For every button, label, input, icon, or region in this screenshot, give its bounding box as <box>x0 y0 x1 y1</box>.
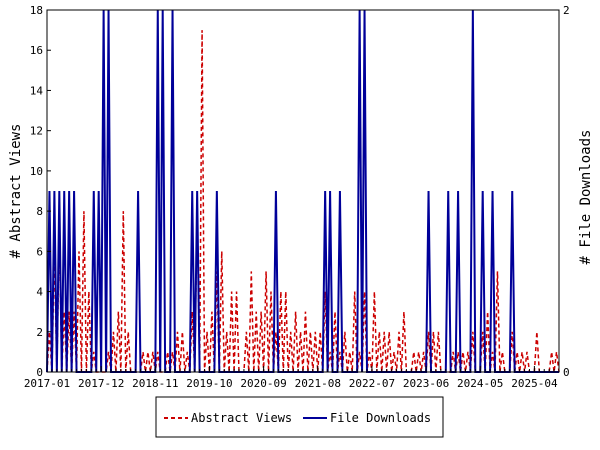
x-tick-label: 2020-09 <box>240 377 286 390</box>
y-left-tick-label: 16 <box>30 44 43 57</box>
legend-label-abstract-views: Abstract Views <box>191 411 292 425</box>
x-tick-label: 2019-10 <box>186 377 232 390</box>
y-right-tick-label: 2 <box>563 4 570 17</box>
y-left-tick-label: 8 <box>36 205 43 218</box>
y-left-tick-label: 18 <box>30 4 43 17</box>
x-tick-label: 2024-05 <box>457 377 503 390</box>
y-axis-left-title: # Abstract Views <box>8 124 24 259</box>
x-tick-label: 2022-07 <box>349 377 395 390</box>
x-tick-label: 2017-01 <box>24 377 70 390</box>
x-tick-label: 2021-08 <box>295 377 341 390</box>
legend-label-file-downloads: File Downloads <box>330 411 431 425</box>
series-line-abstract-views <box>46 30 560 373</box>
y-left-tick-label: 12 <box>30 125 43 138</box>
x-tick-label: 2018-11 <box>132 377 178 390</box>
y-left-tick-label: 0 <box>36 366 43 379</box>
x-tick-label: 2025-04 <box>511 377 558 390</box>
legend: Abstract Views File Downloads <box>155 396 444 438</box>
series-layer <box>46 9 560 373</box>
y-axis-right-title: # File Downloads <box>578 130 594 265</box>
x-tick-label: 2023-06 <box>403 377 449 390</box>
y-right-tick-label: 0 <box>563 366 570 379</box>
x-tick-label: 2017-12 <box>78 377 124 390</box>
y-left-tick-label: 2 <box>36 326 43 339</box>
legend-box <box>155 396 444 438</box>
y-left-tick-label: 14 <box>30 84 44 97</box>
series-line-file-downloads <box>46 9 559 373</box>
y-left-tick-label: 10 <box>30 165 43 178</box>
y-left-tick-label: 4 <box>36 286 43 299</box>
axis-layer: 0 2 4 6 8 10 12 14 16 18 0 2 2017-01 2017-12 2018-11 20… <box>24 4 570 390</box>
y-left-tick-label: 6 <box>36 245 43 258</box>
